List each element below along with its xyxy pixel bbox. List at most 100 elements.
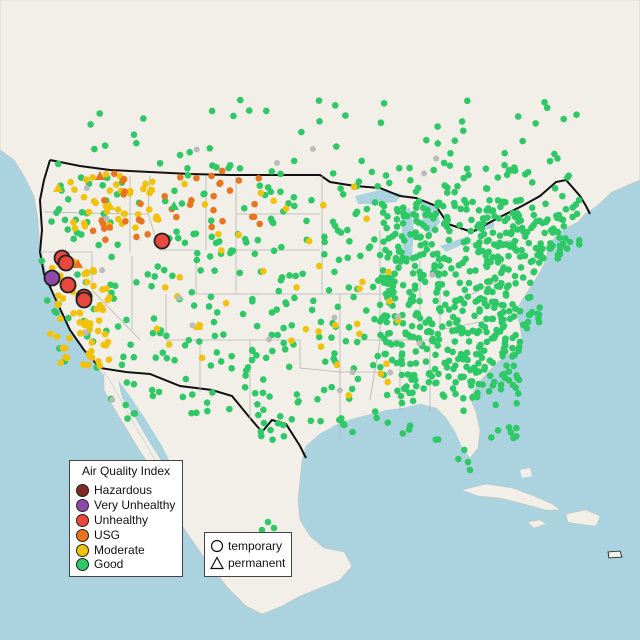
monitor-dot[interactable]: [70, 218, 77, 226]
monitor-dot[interactable]: [47, 330, 54, 338]
monitor-dot[interactable]: [521, 233, 529, 240]
monitor-dot[interactable]: [434, 330, 442, 338]
monitor-dot[interactable]: [279, 421, 287, 429]
monitor-dot[interactable]: [176, 174, 184, 181]
monitor-dot[interactable]: [521, 171, 529, 178]
monitor-dot[interactable]: [515, 218, 522, 225]
monitor-dot[interactable]: [291, 202, 298, 210]
monitor-dot[interactable]: [175, 294, 182, 301]
monitor-dot[interactable]: [353, 320, 361, 328]
monitor-dot[interactable]: [237, 96, 244, 104]
monitor-dot[interactable]: [294, 399, 302, 406]
monitor-dot[interactable]: [251, 200, 258, 208]
monitor-dot[interactable]: [79, 361, 87, 368]
monitor-dot[interactable]: [109, 396, 116, 403]
monitor-dot[interactable]: [435, 255, 443, 263]
monitor-dot[interactable]: [519, 137, 526, 145]
monitor-dot[interactable]: [511, 167, 519, 174]
monitor-dot[interactable]: [498, 301, 506, 309]
monitor-dot[interactable]: [486, 372, 494, 380]
monitor-dot[interactable]: [425, 378, 433, 386]
monitor-dot[interactable]: [112, 181, 120, 188]
monitor-dot[interactable]: [467, 227, 475, 235]
monitor-dot[interactable]: [440, 159, 448, 167]
monitor-dot[interactable]: [556, 242, 564, 249]
monitor-dot[interactable]: [211, 267, 218, 274]
monitor-dot[interactable]: [100, 196, 108, 204]
monitor-dot[interactable]: [213, 349, 221, 356]
monitor-dot[interactable]: [345, 324, 353, 331]
monitor-dot[interactable]: [270, 197, 277, 205]
monitor-dot[interactable]: [186, 148, 194, 156]
monitor-dot[interactable]: [475, 248, 482, 256]
monitor-dot[interactable]: [102, 236, 109, 243]
monitor-dot[interactable]: [517, 264, 525, 271]
monitor-dot[interactable]: [331, 350, 338, 357]
monitor-dot[interactable]: [104, 296, 111, 304]
monitor-dot[interactable]: [459, 307, 466, 315]
monitor-dot[interactable]: [275, 287, 283, 295]
monitor-dot[interactable]: [524, 318, 532, 326]
monitor-dot[interactable]: [319, 201, 327, 209]
monitor-dot[interactable]: [461, 196, 468, 204]
monitor-dot[interactable]: [514, 210, 521, 217]
monitor-dot[interactable]: [123, 316, 130, 324]
monitor-dot[interactable]: [512, 279, 519, 287]
monitor-dot[interactable]: [508, 228, 515, 236]
monitor-dot[interactable]: [441, 270, 448, 277]
monitor-dot[interactable]: [335, 256, 343, 264]
monitor-dot[interactable]: [288, 337, 295, 345]
monitor-dot[interactable]: [80, 220, 88, 227]
monitor-large-marker[interactable]: [75, 291, 93, 309]
monitor-dot[interactable]: [104, 338, 112, 346]
monitor-dot[interactable]: [543, 104, 551, 112]
monitor-dot[interactable]: [515, 343, 523, 351]
monitor-dot[interactable]: [371, 408, 379, 415]
monitor-dot[interactable]: [115, 215, 122, 223]
monitor-dot[interactable]: [61, 344, 69, 352]
monitor-dot[interactable]: [255, 411, 262, 419]
monitor-dot[interactable]: [149, 329, 157, 337]
monitor-dot[interactable]: [511, 237, 519, 245]
monitor-dot[interactable]: [122, 401, 129, 409]
monitor-dot[interactable]: [134, 211, 142, 218]
monitor-dot[interactable]: [122, 218, 129, 225]
monitor-dot[interactable]: [352, 210, 359, 218]
monitor-dot[interactable]: [207, 217, 215, 224]
monitor-dot[interactable]: [371, 315, 378, 323]
monitor-dot[interactable]: [429, 335, 437, 343]
monitor-dot[interactable]: [90, 266, 97, 274]
monitor-dot[interactable]: [140, 185, 147, 193]
monitor-dot[interactable]: [130, 353, 138, 361]
monitor-dot[interactable]: [487, 207, 494, 215]
monitor-dot[interactable]: [423, 345, 431, 353]
monitor-dot[interactable]: [282, 205, 290, 212]
monitor-dot[interactable]: [380, 99, 388, 107]
monitor-dot[interactable]: [307, 417, 315, 425]
monitor-dot[interactable]: [409, 389, 416, 397]
monitor-dot[interactable]: [226, 187, 234, 194]
monitor-dot[interactable]: [236, 165, 244, 172]
monitor-dot[interactable]: [405, 301, 413, 309]
monitor-dot[interactable]: [460, 407, 467, 415]
monitor-dot[interactable]: [576, 241, 583, 248]
monitor-dot[interactable]: [241, 383, 249, 391]
monitor-dot[interactable]: [373, 414, 380, 422]
monitor-dot[interactable]: [510, 362, 518, 370]
monitor-dot[interactable]: [189, 322, 196, 329]
monitor-dot[interactable]: [333, 361, 341, 369]
monitor-dot[interactable]: [273, 159, 280, 166]
monitor-dot[interactable]: [407, 231, 414, 238]
monitor-dot[interactable]: [230, 112, 237, 120]
monitor-dot[interactable]: [435, 271, 442, 279]
monitor-dot[interactable]: [495, 215, 503, 222]
monitor-dot[interactable]: [302, 325, 310, 333]
monitor-dot[interactable]: [159, 349, 167, 356]
monitor-dot[interactable]: [266, 393, 273, 400]
monitor-dot[interactable]: [477, 295, 485, 302]
monitor-dot[interactable]: [198, 354, 206, 362]
monitor-dot[interactable]: [93, 305, 101, 313]
monitor-dot[interactable]: [441, 182, 449, 189]
monitor-dot[interactable]: [256, 182, 264, 190]
monitor-dot[interactable]: [96, 110, 103, 117]
